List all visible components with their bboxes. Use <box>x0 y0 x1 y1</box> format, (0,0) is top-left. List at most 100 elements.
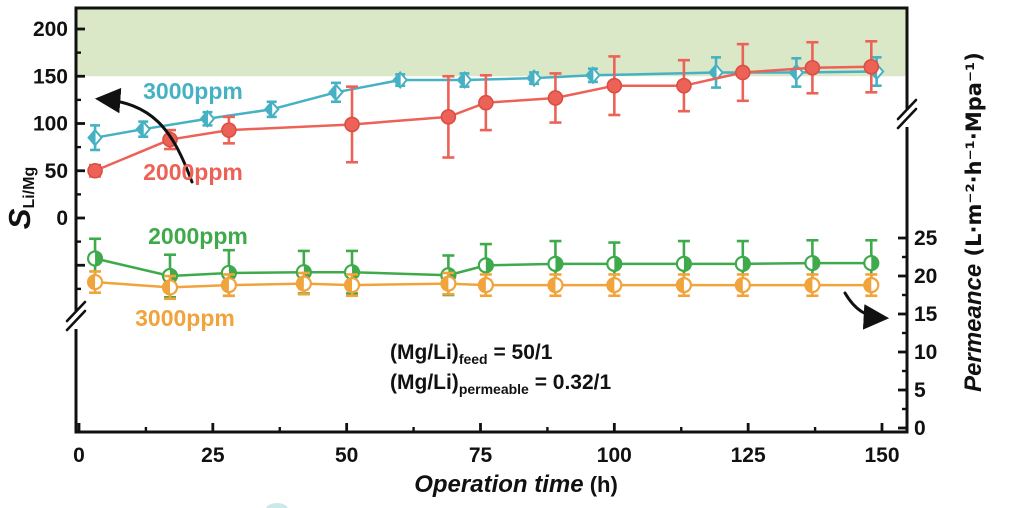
left-axis-tick-label: 50 <box>45 160 68 183</box>
selectivity-3000ppm-line <box>94 70 877 139</box>
selectivity-2000ppm-series <box>87 39 880 179</box>
circle-half-fill <box>221 278 229 293</box>
selectivity-3000ppm-marker <box>392 71 409 90</box>
permeance-2000ppm-marker <box>804 254 821 272</box>
left-axis-label-subscript: Li/Mg <box>21 166 39 209</box>
left-axis-tick-label: 150 <box>33 65 68 88</box>
permeance-3000ppm-marker <box>734 277 751 294</box>
permeance-3000ppm-marker <box>547 277 564 294</box>
selectivity-2000ppm-marker <box>221 122 237 138</box>
selectivity-3000ppm-marker <box>199 109 216 128</box>
permeance-2000ppm-marker <box>220 264 237 282</box>
selectivity-3000ppm-marker <box>526 69 542 88</box>
circle-half-fill <box>485 258 493 273</box>
permeance-2000ppm-marker <box>86 250 104 267</box>
circle-marker <box>804 59 821 76</box>
circle-marker <box>606 77 623 94</box>
x-axis-tick-label: 125 <box>731 444 766 467</box>
axis-breaks <box>65 98 918 332</box>
permeance-3000ppm-marker <box>675 277 693 294</box>
diamond-fill <box>328 83 337 102</box>
left-axis-tick-label: 0 <box>56 207 68 230</box>
diamond-fill <box>457 71 465 89</box>
circle-half-fill <box>871 256 879 271</box>
annotation-subscript: feed <box>458 351 488 368</box>
right-axis-tick-label: 20 <box>914 265 937 288</box>
circle-marker <box>344 116 360 133</box>
circle-half-fill <box>95 251 103 266</box>
permeance-2000ppm-marker <box>734 255 751 272</box>
circle-half-fill <box>88 275 96 290</box>
selectivity-2000ppm-marker <box>87 162 103 179</box>
permeance-2000ppm-marker <box>547 255 564 272</box>
permeance-3000ppm-marker <box>440 275 457 292</box>
diamond-fill <box>708 63 717 82</box>
diamond-fill <box>393 71 401 89</box>
circle-marker <box>547 90 564 106</box>
right-axis-pointer-arrow <box>843 291 890 330</box>
x-axis-tick-label: 25 <box>201 444 225 467</box>
permeance-3000ppm-marker <box>220 277 237 294</box>
series-label-permeance-3000ppm: 3000ppm <box>135 305 235 331</box>
circle-half-fill <box>607 278 615 293</box>
selectivity-3000ppm-marker <box>263 100 280 119</box>
permeance-2000ppm-series <box>86 237 880 299</box>
left-axis-break-mark <box>65 309 87 332</box>
circle-marker <box>863 59 880 75</box>
diamond-fill <box>264 100 273 119</box>
circle-half-fill <box>683 256 691 271</box>
diamond-fill <box>526 69 535 87</box>
left-axis-label: SLi/Mg <box>2 137 39 259</box>
permeance-3000ppm-series <box>86 270 880 301</box>
permeance-2000ppm-marker <box>477 257 494 274</box>
circle-half-fill <box>296 276 304 291</box>
circle-half-fill <box>441 276 449 291</box>
series-label-selectivity-3000ppm: 3000ppm <box>143 78 243 104</box>
annotation-prefix: (Mg/Li) <box>390 341 459 364</box>
permeance-2000ppm-marker <box>675 255 693 272</box>
permeance-3000ppm-marker <box>863 277 880 294</box>
x-axis-label: Operation time (h) <box>414 471 618 499</box>
annotation-value: = 0.32/1 <box>528 371 612 394</box>
selectivity-3000ppm-marker <box>135 120 152 139</box>
left-axis-tick-label: 100 <box>33 113 68 136</box>
annotation-prefix: (Mg/Li) <box>390 371 459 394</box>
ticks <box>76 27 907 432</box>
diamond-fill <box>200 109 208 128</box>
circle-marker <box>440 109 457 125</box>
circle-half-fill <box>548 278 556 293</box>
permeance-2000ppm-marker <box>606 255 623 272</box>
selectivity-3000ppm-marker <box>585 66 601 85</box>
circle-half-fill <box>812 256 820 271</box>
selectivity-2000ppm-marker <box>735 64 751 81</box>
right-axis-tick-label: 15 <box>914 303 938 326</box>
x-axis-tick-label: 100 <box>597 444 632 467</box>
x-axis-label-main: Operation time <box>414 471 584 498</box>
x-axis-tick-label: 0 <box>73 444 85 467</box>
selectivity-3000ppm-marker <box>708 63 724 82</box>
right-axis-break-mark <box>896 107 918 130</box>
circle-marker <box>735 64 751 81</box>
annotation-mg-li-feed: (Mg/Li)feed = 50/1 <box>390 341 552 367</box>
right-axis-break-mark <box>896 98 918 121</box>
selectivity-2000ppm-marker <box>440 109 457 125</box>
circle-half-fill <box>735 278 743 293</box>
right-axis-tick-label: 10 <box>914 341 937 364</box>
annotation-value: = 50/1 <box>487 341 553 364</box>
permeance-3000ppm-marker <box>343 277 361 294</box>
permeance-3000ppm-marker <box>804 277 821 294</box>
right-axis-tick-label: 0 <box>914 417 926 440</box>
x-axis-tick-label: 75 <box>469 444 493 467</box>
right-axis-label: Permeance (L·m⁻²·h⁻¹·Mpa⁻¹) <box>957 12 991 432</box>
circle-half-fill <box>345 278 353 293</box>
circle-half-fill <box>614 256 622 271</box>
left-axis-pointer-arrow <box>94 87 194 184</box>
right-axis-label-main: Permeance <box>960 263 987 392</box>
series-label-selectivity-2000ppm: 2000ppm <box>143 159 243 185</box>
circle-half-fill <box>864 278 872 293</box>
selectivity-2000ppm-marker <box>804 59 821 76</box>
circle-marker <box>87 162 103 179</box>
diamond-fill <box>585 66 594 85</box>
